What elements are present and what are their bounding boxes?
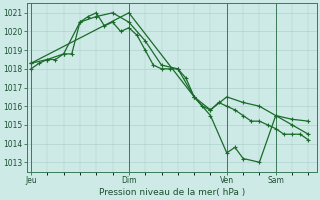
- X-axis label: Pression niveau de la mer( hPa ): Pression niveau de la mer( hPa ): [99, 188, 245, 197]
